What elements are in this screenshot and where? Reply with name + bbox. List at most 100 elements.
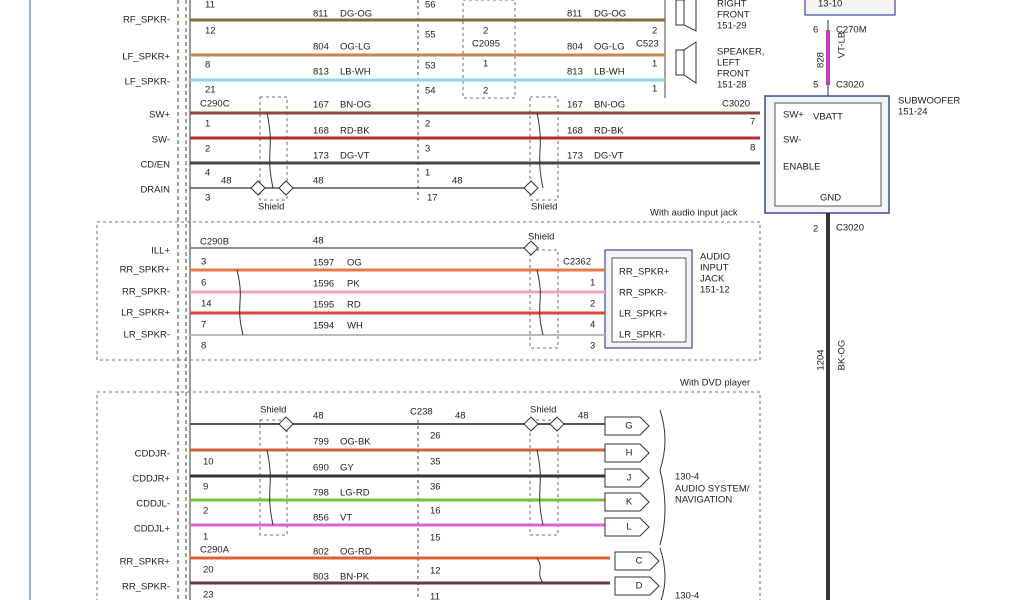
label: BN-PK [340, 572, 370, 583]
label: 2 [483, 86, 488, 97]
label: 1 [425, 168, 430, 179]
label: 17 [427, 193, 438, 204]
label: VBATT [813, 112, 843, 123]
label: PK [347, 279, 360, 290]
label: 8 [201, 341, 206, 352]
label: 1597 [313, 258, 334, 269]
shield-symbol [278, 416, 294, 432]
label: 1 [590, 278, 595, 289]
label: OG-LG [340, 42, 371, 53]
connector-letter: H [626, 448, 633, 459]
label: SPEAKER, [717, 47, 765, 58]
label: C3020 [836, 223, 864, 234]
pin-label: DRAIN [140, 185, 170, 196]
label: Shield [258, 202, 284, 213]
label: 12 [430, 566, 441, 577]
connector-pin [604, 492, 650, 512]
label: 151-28 [717, 80, 747, 91]
label: 13-10 [818, 0, 842, 10]
label: 173 [567, 151, 583, 162]
label: 56 [425, 0, 436, 11]
label: 3 [201, 257, 206, 268]
label: 20 [203, 565, 214, 576]
label: 130-4 [675, 591, 699, 600]
label: GND [820, 193, 841, 204]
pin-label: RR_SPKR+ [120, 265, 171, 276]
label: RIGHT [717, 0, 747, 10]
label: 167 [567, 100, 583, 111]
label: RD-BK [340, 126, 370, 137]
pin-label: RR_SPKR- [122, 287, 170, 298]
label: 151-29 [717, 21, 747, 32]
pin-label: LF_SPKR- [125, 77, 170, 88]
label: 16 [430, 506, 441, 517]
label: ENABLE [783, 162, 821, 173]
label: 7 [750, 117, 755, 128]
label: C2095 [472, 39, 500, 50]
label: 6 [201, 278, 206, 289]
pin-label: CDDJL- [136, 499, 170, 510]
label: 130-4 [675, 472, 699, 483]
connector-pin [604, 517, 650, 537]
shield-symbol [523, 180, 539, 196]
label: 173 [313, 151, 329, 162]
label: 2 [203, 506, 208, 517]
label: 7 [201, 320, 206, 331]
label: 2 [652, 26, 657, 37]
connector-pin [604, 416, 650, 436]
pin-label: LR_SPKR- [124, 330, 170, 341]
wire-code: 828 [816, 52, 827, 68]
pin-label: RR_SPKR- [122, 582, 170, 593]
label: 804 [567, 42, 583, 53]
label: 813 [313, 67, 329, 78]
label: OG-LG [594, 42, 625, 53]
label: Shield [260, 405, 286, 416]
label: GY [340, 463, 354, 474]
shield-symbol [549, 416, 565, 432]
layout [29, 0, 896, 600]
wire-code: BK-OG [837, 340, 848, 371]
label: 6 [813, 25, 818, 36]
label: OG-BK [340, 437, 371, 448]
label: 1 [483, 59, 488, 70]
label: 1 [652, 59, 657, 70]
label: 803 [313, 572, 329, 583]
label: FRONT [717, 69, 750, 80]
pin-label: CD/EN [140, 160, 170, 171]
label: 1596 [313, 279, 334, 290]
label: VT [340, 513, 352, 524]
labels: RF_SPKR- LF_SPKR+ LF_SPKR- SW+ SW- CD/EN DRAIN… [120, 0, 961, 600]
pin-label: SW- [152, 135, 170, 146]
label: C270M [836, 25, 867, 36]
label: Shield [530, 405, 556, 416]
shield-symbol [523, 416, 539, 432]
label: 799 [313, 437, 329, 448]
pin-label: SW+ [149, 110, 170, 121]
label: 11 [430, 592, 440, 600]
label: RR_SPKR+ [619, 267, 670, 278]
label: C2362 [563, 257, 591, 268]
shield-symbol [250, 180, 266, 196]
label: 1 [203, 532, 208, 543]
label: LR_SPKR+ [619, 309, 668, 320]
label: 35 [430, 457, 441, 468]
label: 2 [813, 224, 818, 235]
label: AUDIO [700, 252, 730, 263]
label: C238 [410, 407, 433, 418]
pin-label: ILL+ [151, 246, 170, 257]
label: 2 [425, 119, 430, 130]
twist [536, 269, 544, 336]
twist [536, 112, 544, 189]
label: BN-OG [594, 100, 625, 111]
label: 1595 [313, 300, 334, 311]
label: 5 [813, 80, 818, 91]
label: 55 [425, 30, 436, 41]
connector-letter: D [636, 581, 643, 592]
label: 14 [201, 299, 212, 310]
label: 26 [430, 431, 441, 442]
label: 48 [452, 176, 463, 187]
pin-label: LR_SPKR+ [121, 308, 170, 319]
label: 4 [590, 320, 595, 331]
label: LB-WH [594, 67, 625, 78]
